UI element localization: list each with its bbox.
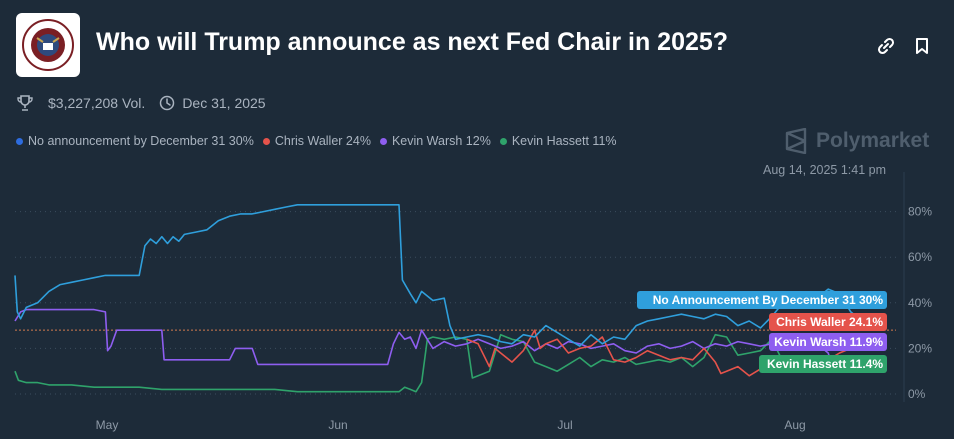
y-tick-label: 80%	[908, 205, 932, 219]
x-tick-label: Jul	[557, 418, 572, 432]
x-tick-label: May	[96, 418, 119, 432]
legend-dot	[16, 137, 23, 145]
y-tick-label: 20%	[908, 341, 932, 355]
legend-label: Chris Waller 24%	[274, 134, 371, 148]
legend-label: No announcement by December 31 30%	[28, 134, 254, 148]
y-tick-label: 60%	[908, 250, 932, 264]
volume-text: $3,227,208 Vol.	[48, 95, 146, 111]
legend-item[interactable]: Chris Waller 24%	[262, 134, 371, 148]
series-end-label: Chris Waller 24.1%	[769, 313, 887, 331]
chart-legend: No announcement by December 31 30% Chris…	[16, 134, 626, 148]
legend-dot	[499, 137, 507, 145]
series-end-label-text: Chris Waller 24.1%	[776, 315, 883, 329]
y-tick-label: 0%	[908, 387, 926, 401]
x-tick-label: Jun	[328, 418, 347, 432]
legend-label: Kevin Warsh 12%	[391, 134, 491, 148]
bookmark-icon[interactable]	[912, 36, 932, 56]
series-end-label-text: Kevin Warsh 11.9%	[774, 335, 883, 349]
series-end-label-bg	[769, 333, 887, 351]
series-end-label: No Announcement By December 31 30%	[637, 291, 887, 309]
page-title: Who will Trump announce as next Fed Chai…	[96, 28, 729, 56]
legend-item[interactable]: Kevin Hassett 11%	[499, 134, 617, 148]
series-line	[14, 333, 883, 393]
series-line	[14, 308, 883, 372]
end-date-text: Dec 31, 2025	[182, 95, 266, 111]
series-end-label-text: Kevin Hassett 11.4%	[767, 357, 883, 371]
brand-name: Polymarket	[816, 129, 930, 152]
legend-dot	[262, 137, 270, 145]
series-end-label: Kevin Hassett 11.4%	[759, 355, 887, 373]
polymarket-logo-icon	[785, 128, 807, 154]
x-tick-label: Aug	[784, 418, 805, 432]
legend-label: Kevin Hassett 11%	[511, 134, 617, 148]
series-line	[14, 204, 883, 347]
polymarket-watermark: Polymarket	[784, 128, 929, 154]
series-end-label-bg	[637, 291, 887, 309]
clock-icon	[160, 95, 175, 111]
series-end-label-bg	[769, 313, 887, 331]
fed-seal-logo	[16, 13, 80, 77]
series-end-label: Kevin Warsh 11.9%	[769, 333, 887, 351]
link-icon[interactable]	[876, 36, 896, 56]
series-end-label-text: No Announcement By December 31 30%	[653, 293, 884, 307]
y-tick-label: 40%	[908, 296, 932, 310]
legend-dot	[379, 137, 387, 145]
market-meta: $3,227,208 Vol. Dec 31, 2025	[16, 94, 266, 112]
trophy-icon	[17, 95, 33, 111]
legend-item[interactable]: No announcement by December 31 30%	[16, 134, 254, 148]
chart-timestamp: Aug 14, 2025 1:41 pm	[763, 163, 887, 177]
legend-item[interactable]: Kevin Warsh 12%	[379, 134, 491, 148]
series-end-label-bg	[759, 355, 887, 373]
